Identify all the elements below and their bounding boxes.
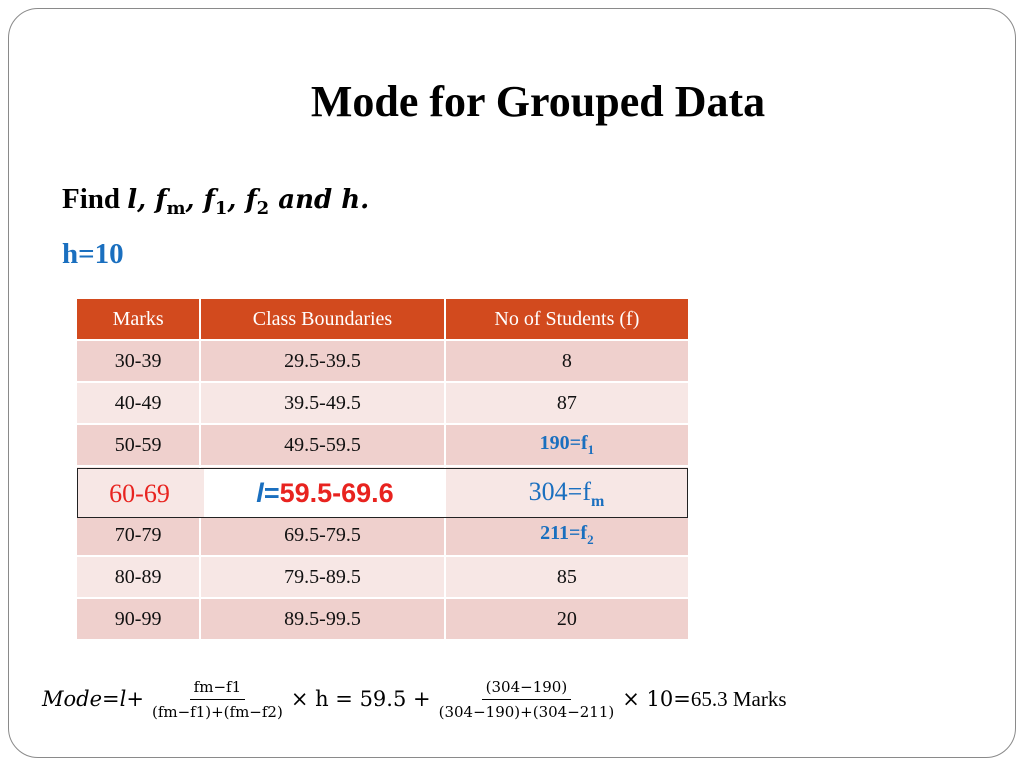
table-row: 70-79 69.5-79.5 211=f2 — [77, 513, 688, 556]
cell-marks: 50-59 — [77, 423, 202, 466]
formula-equals: = — [102, 687, 120, 711]
fraction-numerator: fm−f1 — [189, 678, 246, 700]
lower-boundary-label: l=59.5-69.6 — [204, 469, 446, 517]
formula-plus: + — [126, 687, 144, 711]
cell-marks: 30-39 — [77, 339, 202, 382]
var-f2: f2 — [245, 185, 270, 220]
fraction-denominator: (fm−f1)+(fm−f2) — [151, 702, 283, 721]
table-row: 30-39 29.5-39.5 8 — [77, 339, 688, 382]
table-row: 40-49 39.5-49.5 87 — [77, 381, 688, 424]
formula-fraction-symbolic: fm−f1 (fm−f1)+(fm−f2) — [148, 678, 287, 721]
word-and: and — [278, 185, 333, 215]
slide-title: Mode for Grouped Data — [310, 77, 766, 126]
find-instruction: Find l, fm, f1, f2 and h. — [62, 183, 369, 219]
cell-frequency: 8 — [444, 339, 688, 382]
formula-result: 65.3 Marks — [690, 686, 787, 711]
formula-times-h: × h = 59.5 + — [290, 687, 431, 711]
var-fm: fm — [155, 185, 186, 220]
find-prefix: Find — [62, 183, 121, 215]
modal-frequency-fm: 304=fm — [528, 477, 605, 511]
frequency-table: Marks Class Boundaries No of Students (f… — [77, 299, 688, 639]
modal-class-marks: 60-69 — [109, 479, 170, 508]
cell-frequency: 85 — [444, 555, 688, 598]
cell-frequency-f2: 211=f2 — [444, 513, 688, 556]
cell-boundaries: 39.5-49.5 — [200, 381, 446, 424]
cell-boundaries: 69.5-79.5 — [200, 513, 446, 556]
cell-marks: 80-89 — [77, 555, 202, 598]
cell-marks: 70-79 — [77, 513, 202, 556]
h-value: h=10 — [62, 238, 124, 270]
table-row: 80-89 79.5-89.5 85 — [77, 555, 688, 598]
var-l: l — [127, 185, 138, 215]
formula-times-10: × 10= — [622, 687, 691, 711]
cell-frequency-f1: 190=f1 — [444, 423, 688, 466]
cell-boundaries: 29.5-39.5 — [200, 339, 446, 382]
cell-frequency: 20 — [444, 597, 688, 639]
fraction-numerator: (304−190) — [481, 678, 572, 700]
fraction-denominator: (304−190)+(304−211) — [438, 702, 615, 721]
var-f1: f1 — [203, 185, 228, 220]
header-marks: Marks — [77, 299, 202, 340]
mode-formula: Mode = l + fm−f1 (fm−f1)+(fm−f2) × h = 5… — [42, 668, 787, 730]
var-h: h. — [341, 185, 370, 215]
find-variables: l, fm, f1, f2 and h. — [127, 185, 370, 220]
table-row: 90-99 89.5-99.5 20 — [77, 597, 688, 639]
cell-boundaries: 79.5-89.5 — [200, 555, 446, 598]
cell-boundaries: 89.5-99.5 — [200, 597, 446, 639]
formula-fraction-numeric: (304−190) (304−190)+(304−211) — [435, 678, 619, 721]
table-header-row: Marks Class Boundaries No of Students (f… — [77, 299, 688, 340]
cell-marks: 90-99 — [77, 597, 202, 639]
header-no-of-students: No of Students (f) — [444, 299, 688, 340]
modal-class-row: 60-69 l=59.5-69.6 304=fm — [77, 468, 688, 518]
table-row: 50-59 49.5-59.5 190=f1 — [77, 423, 688, 466]
formula-lhs: Mode — [42, 687, 103, 711]
cell-marks: 40-49 — [77, 381, 202, 424]
formula-l: l — [119, 687, 127, 711]
cell-boundaries: 49.5-59.5 — [200, 423, 446, 466]
header-class-boundaries: Class Boundaries — [200, 299, 446, 340]
cell-frequency: 87 — [444, 381, 688, 424]
